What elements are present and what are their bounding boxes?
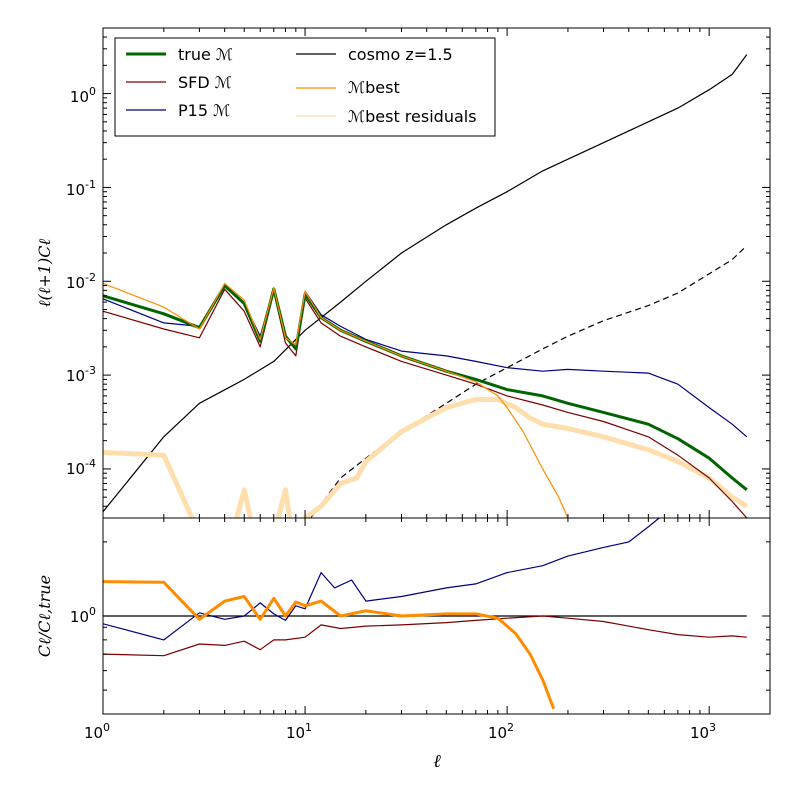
legend: true ℳ SFD ℳ P15 ℳ cosmo z=1.5 ℳbest ℳbe…	[114, 37, 496, 137]
bottom-y-axis-label: Cℓ/Cℓ,true	[35, 575, 54, 657]
legend-label-p15-m: P15 ℳ	[178, 101, 230, 120]
bottom-series-2-sfd-ratio	[103, 615, 747, 657]
top-ytick-label-1e-1: 10-1	[66, 178, 96, 199]
top-ytick-label-1e-2: 10-2	[66, 271, 96, 292]
top-series-4-sfd	[103, 288, 748, 518]
x-tick-labels: 100 101 102 103	[84, 721, 716, 742]
legend-label-m-best: ℳbest	[348, 78, 400, 97]
xtick-label-1e2: 102	[488, 721, 514, 742]
x-axis-label: ℓ	[433, 751, 441, 772]
top-y-axis-label: ℓ(ℓ+1)Cℓ	[35, 239, 54, 308]
legend-label-true-m: true ℳ	[178, 45, 233, 64]
top-y-tick-labels: 10-4 10-3 10-2 10-1 100	[66, 85, 96, 478]
bottom-ytick-label-1e0: 100	[70, 605, 96, 626]
bottom-series-1-p15-ratio	[103, 518, 661, 641]
top-series-0-cosmo-z-1-5	[103, 54, 748, 513]
top-ytick-label-1e0: 100	[70, 85, 96, 106]
xtick-label-1e0: 100	[84, 721, 110, 742]
top-panel-series	[103, 54, 749, 518]
top-series-6-best	[103, 282, 569, 518]
legend-label-m-best-residuals: ℳbest residuals	[348, 107, 477, 126]
xtick-label-1e3: 103	[690, 721, 716, 742]
legend-label-sfd-m: SFD ℳ	[178, 73, 232, 92]
top-ytick-label-1e-4: 10-4	[66, 457, 96, 478]
top-series-1-cosmo-z-1-5-dashed	[309, 245, 748, 518]
top-series-2-best-residuals	[103, 397, 749, 518]
bottom-panel-series	[103, 518, 747, 710]
axis-ticks	[102, 27, 771, 715]
legend-label-cosmo: cosmo z=1.5	[348, 45, 453, 64]
xtick-label-1e1: 101	[286, 721, 312, 742]
top-ytick-label-1e-3: 10-3	[66, 364, 96, 385]
bottom-series-3-best-ratio	[103, 580, 556, 710]
